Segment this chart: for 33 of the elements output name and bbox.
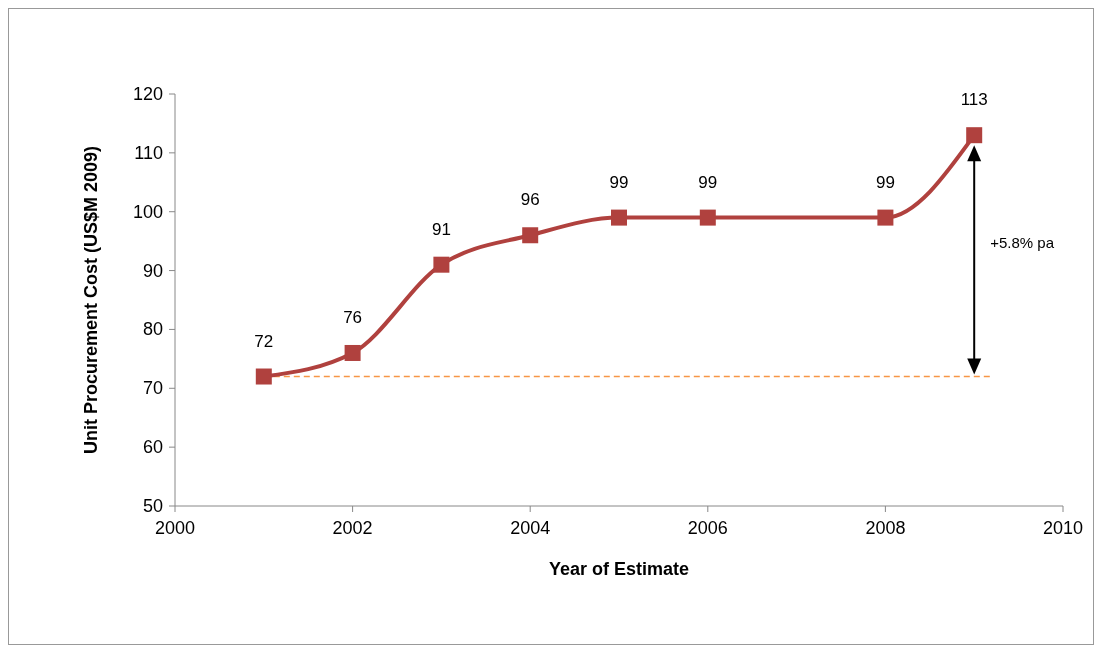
- y-tick-label: 120: [132, 84, 163, 104]
- point: [699, 209, 716, 226]
- y-tick-label: 70: [142, 378, 163, 399]
- y-tick-label: 80: [142, 319, 163, 340]
- data-label: 76: [343, 307, 363, 327]
- y-tick-label: 110: [134, 142, 163, 163]
- annotation: +5.8% pa: [990, 233, 1055, 251]
- data-label: 91: [431, 219, 451, 239]
- data-label: 99: [698, 172, 718, 192]
- point: [255, 368, 272, 385]
- point: [966, 127, 983, 144]
- x-tick-label: 2002: [332, 518, 373, 538]
- x-tick-label: 2000: [154, 518, 196, 538]
- y-tick-label: 60: [142, 437, 163, 458]
- x-tick-label: 2008: [865, 518, 906, 538]
- data-label: 72: [254, 331, 274, 351]
- y-tick-label: 50: [142, 496, 163, 516]
- point: [522, 227, 539, 244]
- data-label: 99: [875, 172, 895, 192]
- x-tick-label: 2004: [510, 518, 551, 538]
- point: [877, 209, 894, 226]
- x-tick-label: 2006: [687, 518, 728, 538]
- x-tick-label: 2010: [1042, 518, 1084, 538]
- data-label: 113: [960, 90, 988, 110]
- data-label: 99: [609, 172, 629, 192]
- point: [611, 209, 627, 226]
- x-axis-title: Year of Estimate: [548, 559, 690, 579]
- y-axis-title: Unit Procurement Cost (US$M 2009): [81, 145, 101, 455]
- y-tick-label: 90: [142, 260, 163, 281]
- point: [433, 256, 450, 273]
- point: [344, 344, 361, 361]
- y-tick-label: 100: [132, 201, 163, 222]
- data-label: 96: [520, 190, 540, 210]
